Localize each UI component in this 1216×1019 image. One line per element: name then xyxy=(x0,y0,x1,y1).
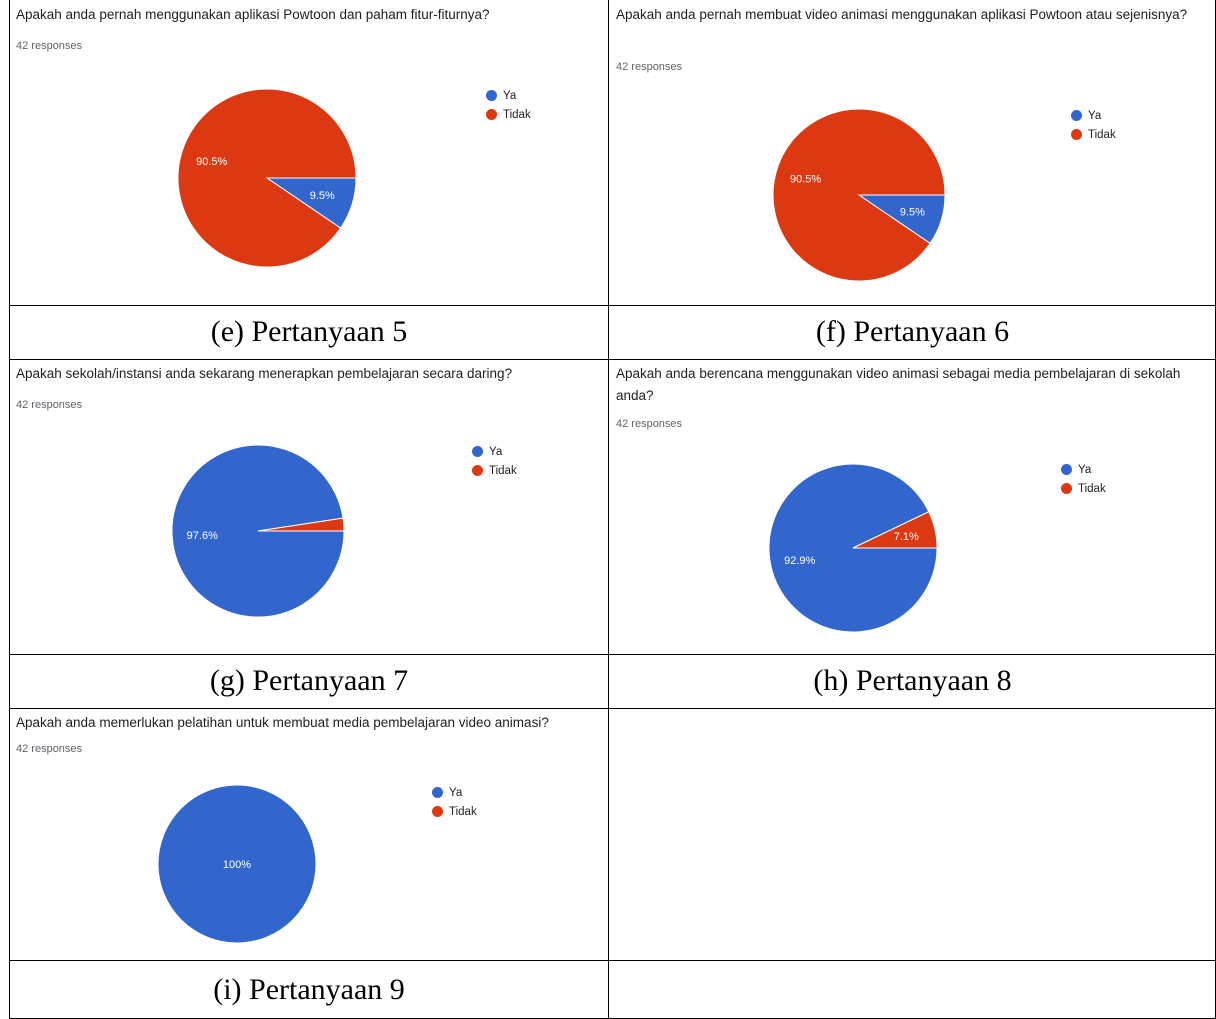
pie-slice-ya xyxy=(157,784,317,944)
caption-g: (g) Pertanyaan 7 xyxy=(9,654,609,708)
legend-dot-icon xyxy=(486,109,497,120)
question-title: Apakah anda berencana menggunakan video … xyxy=(616,366,1181,403)
legend-dot-icon xyxy=(1061,464,1072,475)
response-count: 42 responses xyxy=(16,743,83,755)
legend-label: Ya xyxy=(503,89,517,102)
pie-chart: 92.9% 7.1% xyxy=(768,463,938,633)
legend-label: Ya xyxy=(1088,109,1102,122)
legend-dot-icon xyxy=(1071,129,1082,140)
legend-dot-icon xyxy=(1071,110,1082,121)
caption-i: (i) Pertanyaan 9 xyxy=(9,960,609,1019)
legend-item-tidak: Tidak xyxy=(432,802,477,821)
slice-label-ya: 92.9% xyxy=(784,555,815,567)
chart-panel-e: Apakah anda pernah menggunakan aplikasi … xyxy=(9,0,609,305)
legend-label: Tidak xyxy=(1078,482,1106,495)
legend-dot-icon xyxy=(486,90,497,101)
caption-f: (f) Pertanyaan 6 xyxy=(609,305,1216,359)
slice-label-ya: 9.5% xyxy=(310,190,335,202)
legend-item-tidak: Tidak xyxy=(472,461,517,480)
slice-label-ya: 100% xyxy=(223,859,251,871)
legend-label: Ya xyxy=(1078,463,1092,476)
legend-item-ya: Ya xyxy=(1061,460,1106,479)
legend-label: Tidak xyxy=(1088,128,1116,141)
legend-dot-icon xyxy=(472,465,483,476)
pie-chart: 97.6% xyxy=(171,444,345,618)
response-count: 42 responses xyxy=(616,61,683,73)
legend-dot-icon xyxy=(432,806,443,817)
table-border xyxy=(9,359,1216,360)
pie-slice-tidak xyxy=(257,517,345,532)
table-border xyxy=(9,305,1216,306)
table-border xyxy=(9,708,1216,709)
table-border xyxy=(9,654,1216,655)
legend-label: Ya xyxy=(489,445,503,458)
legend: Ya Tidak xyxy=(486,86,531,124)
response-count: 42 responses xyxy=(16,399,83,411)
legend-item-tidak: Tidak xyxy=(1071,125,1116,144)
pie-chart: 9.5% 90.5% xyxy=(177,88,357,268)
pie-slice-tidak xyxy=(852,511,938,549)
question-title: Apakah sekolah/instansi anda sekarang me… xyxy=(16,366,513,381)
legend-dot-icon xyxy=(472,446,483,457)
question-title: Apakah anda pernah menggunakan aplikasi … xyxy=(16,7,490,22)
table-border xyxy=(9,960,1216,961)
response-count: 42 responses xyxy=(616,418,683,430)
legend: Ya Tidak xyxy=(472,442,517,480)
pie-slice-tidak xyxy=(772,108,946,282)
slice-label-tidak: 7.1% xyxy=(894,531,919,543)
slice-label-tidak: 90.5% xyxy=(196,156,227,168)
pie-chart: 100% xyxy=(157,784,317,944)
table-border xyxy=(608,0,609,1019)
question-title: Apakah anda pernah membuat video animasi… xyxy=(616,7,1188,22)
legend-dot-icon xyxy=(432,787,443,798)
legend: Ya Tidak xyxy=(1071,106,1116,144)
question-title: Apakah anda memerlukan pelatihan untuk m… xyxy=(16,715,549,730)
legend: Ya Tidak xyxy=(1061,460,1106,498)
legend-item-tidak: Tidak xyxy=(486,105,531,124)
legend-dot-icon xyxy=(1061,483,1072,494)
slice-label-ya: 97.6% xyxy=(187,530,218,542)
slice-label-ya: 9.5% xyxy=(900,206,925,218)
chart-panel-h: Apakah anda berencana menggunakan video … xyxy=(609,359,1216,654)
table-border xyxy=(9,0,10,1019)
legend-item-ya: Ya xyxy=(1071,106,1116,125)
legend-label: Tidak xyxy=(503,108,531,121)
legend: Ya Tidak xyxy=(432,783,477,821)
figure-grid: Apakah anda pernah menggunakan aplikasi … xyxy=(9,0,1216,1019)
chart-panel-i: Apakah anda memerlukan pelatihan untuk m… xyxy=(9,708,609,960)
legend-item-tidak: Tidak xyxy=(1061,479,1106,498)
legend-label: Tidak xyxy=(449,805,477,818)
legend-item-ya: Ya xyxy=(486,86,531,105)
caption-h: (h) Pertanyaan 8 xyxy=(609,654,1216,708)
chart-panel-g: Apakah sekolah/instansi anda sekarang me… xyxy=(9,359,609,654)
empty-caption-cell xyxy=(609,960,1216,1019)
response-count: 42 responses xyxy=(16,40,83,52)
chart-panel-f: Apakah anda pernah membuat video animasi… xyxy=(609,0,1216,305)
pie-slice-tidak xyxy=(177,88,357,268)
empty-cell xyxy=(609,708,1216,960)
legend-item-ya: Ya xyxy=(472,442,517,461)
legend-label: Ya xyxy=(449,786,463,799)
legend-item-ya: Ya xyxy=(432,783,477,802)
caption-e: (e) Pertanyaan 5 xyxy=(9,305,609,359)
slice-label-tidak: 90.5% xyxy=(790,174,821,186)
legend-label: Tidak xyxy=(489,464,517,477)
pie-chart: 9.5% 90.5% xyxy=(772,108,946,282)
